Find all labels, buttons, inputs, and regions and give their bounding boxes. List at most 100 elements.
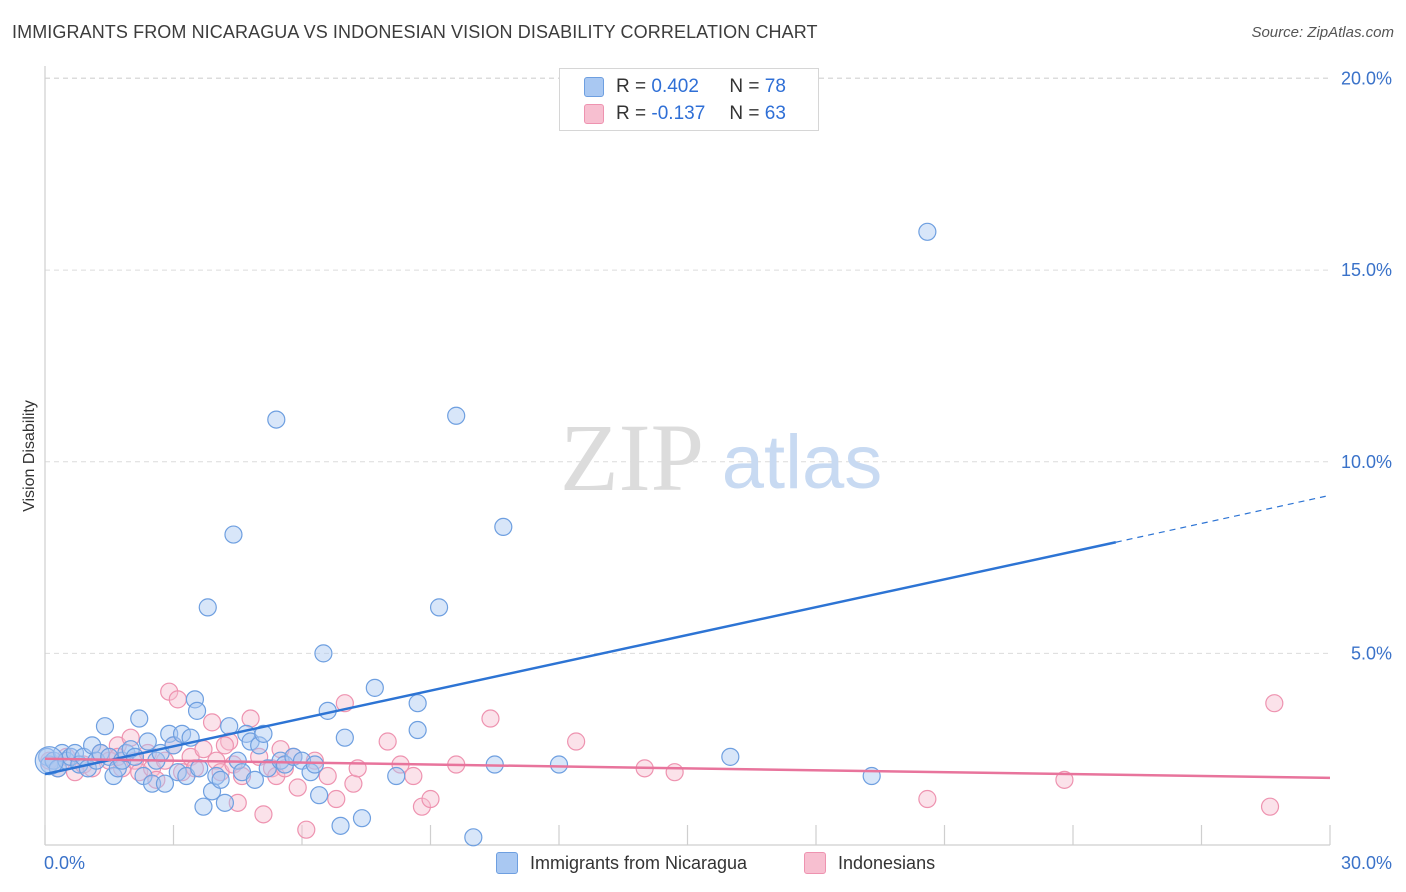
bottom-legend-indonesians: Indonesians xyxy=(804,852,935,874)
data-point-indonesians xyxy=(168,690,187,709)
data-point-nicaragua xyxy=(194,797,213,816)
data-point-indonesians xyxy=(318,766,337,786)
trend-line-nicaragua-extension xyxy=(1115,495,1326,543)
data-point-nicaragua xyxy=(429,598,449,617)
data-point-nicaragua xyxy=(314,644,333,663)
data-point-nicaragua xyxy=(211,770,230,789)
legend-r-label: R = xyxy=(616,76,647,97)
data-point-nicaragua xyxy=(408,720,427,740)
legend-r-value-indonesians: -0.137 xyxy=(651,103,706,124)
data-point-nicaragua xyxy=(331,816,350,835)
watermark: ZIP atlas xyxy=(560,404,882,511)
trend-lines xyxy=(44,495,1331,780)
data-point-nicaragua xyxy=(160,724,179,743)
data-point-indonesians xyxy=(202,713,222,732)
data-point-indonesians xyxy=(665,763,684,782)
legend-n-label: N = xyxy=(729,103,760,124)
axes xyxy=(44,66,1331,846)
legend-row-indonesians: R = -0.137 N = 63 xyxy=(584,102,786,126)
data-point-indonesians xyxy=(421,789,440,809)
y-tick-label: 20.0% xyxy=(1341,69,1392,89)
data-point-indonesians xyxy=(918,789,937,809)
data-point-nicaragua xyxy=(250,736,269,755)
y-tick-label: 5.0% xyxy=(1351,643,1392,663)
bottom-legend-swatch-pink xyxy=(804,852,826,874)
data-point-indonesians xyxy=(297,820,316,839)
data-point-nicaragua xyxy=(305,755,324,774)
trend-line-nicaragua xyxy=(44,541,1117,776)
data-point-nicaragua xyxy=(365,678,384,697)
data-point-indonesians xyxy=(481,709,500,728)
data-point-indonesians xyxy=(215,736,234,755)
data-point-nicaragua xyxy=(721,747,740,766)
data-point-nicaragua xyxy=(408,694,427,713)
data-point-nicaragua xyxy=(138,732,157,751)
data-point-indonesians xyxy=(344,774,363,793)
data-point-indonesians xyxy=(378,732,397,751)
legend-r-value-nicaragua: 0.402 xyxy=(651,76,699,97)
data-point-nicaragua xyxy=(172,724,192,743)
data-point-nicaragua xyxy=(130,709,149,728)
watermark-zip: ZIP xyxy=(560,404,704,511)
legend-n-value-nicaragua: 78 xyxy=(764,76,786,97)
data-point-nicaragua xyxy=(494,517,513,537)
data-point-indonesians xyxy=(567,732,586,751)
data-point-indonesians xyxy=(241,709,260,728)
data-point-nicaragua xyxy=(310,786,329,805)
legend-row-nicaragua: R = 0.402 N = 78 xyxy=(584,75,786,99)
data-point-indonesians xyxy=(1260,797,1280,816)
data-point-nicaragua xyxy=(447,406,466,425)
data-point-indonesians xyxy=(1265,694,1284,713)
data-point-indonesians xyxy=(228,793,247,812)
data-point-nicaragua xyxy=(224,525,243,544)
data-point-indonesians xyxy=(327,789,346,809)
data-point-nicaragua xyxy=(168,763,187,782)
data-point-nicaragua xyxy=(65,743,85,763)
trend-line-indonesians xyxy=(44,757,1331,780)
bottom-legend-label-nicaragua: Immigrants from Nicaragua xyxy=(530,852,748,873)
data-point-indonesians xyxy=(305,751,324,770)
data-point-nicaragua xyxy=(254,724,273,743)
data-point-indonesians xyxy=(288,778,307,797)
legend-n-label: N = xyxy=(729,76,760,97)
watermark-atlas: atlas xyxy=(722,420,883,505)
x-tick-label-max: 30.0% xyxy=(1341,853,1392,873)
data-point-indonesians xyxy=(254,805,273,824)
legend: R = 0.402 N = 78 R = -0.137 N = 63 xyxy=(559,68,819,131)
legend-swatch-pink xyxy=(584,104,604,124)
series-nicaragua-points xyxy=(34,222,937,847)
data-point-nicaragua xyxy=(142,774,162,793)
data-point-nicaragua xyxy=(95,717,115,736)
data-point-nicaragua xyxy=(155,774,175,793)
data-point-indonesians xyxy=(1055,770,1074,789)
x-tick-label-min: 0.0% xyxy=(44,853,85,873)
chart-title: IMMIGRANTS FROM NICARAGUA VS INDONESIAN … xyxy=(12,22,818,42)
bottom-legend-label-indonesians: Indonesians xyxy=(838,852,936,873)
data-point-nicaragua-cluster xyxy=(34,746,64,776)
data-point-nicaragua xyxy=(918,222,937,241)
legend-n-value-indonesians: 63 xyxy=(764,103,786,124)
data-point-indonesians xyxy=(404,766,423,786)
y-tick-label: 15.0% xyxy=(1341,260,1392,280)
data-point-nicaragua xyxy=(245,770,264,789)
data-point-nicaragua xyxy=(215,793,234,812)
bottom-legend-swatch-blue xyxy=(496,852,518,874)
tick-labels: 5.0% 10.0% 15.0% 20.0% 0.0% 30.0% xyxy=(44,69,1392,874)
data-point-nicaragua xyxy=(549,755,569,774)
data-point-nicaragua xyxy=(267,410,286,429)
source-label: Source: ZipAtlas.com xyxy=(1251,24,1394,41)
data-point-nicaragua xyxy=(187,701,207,720)
data-point-nicaragua xyxy=(284,747,303,766)
data-point-nicaragua xyxy=(335,728,354,747)
data-point-nicaragua xyxy=(464,828,483,847)
data-point-nicaragua xyxy=(387,766,406,786)
data-point-nicaragua xyxy=(198,598,217,617)
legend-swatch-blue xyxy=(584,77,604,97)
data-point-nicaragua xyxy=(185,690,205,709)
gridlines xyxy=(45,77,1330,654)
bottom-legend-nicaragua: Immigrants from Nicaragua xyxy=(496,852,747,874)
data-point-nicaragua xyxy=(352,809,372,828)
legend-r-label: R = xyxy=(616,103,647,124)
y-tick-label: 10.0% xyxy=(1341,452,1392,472)
